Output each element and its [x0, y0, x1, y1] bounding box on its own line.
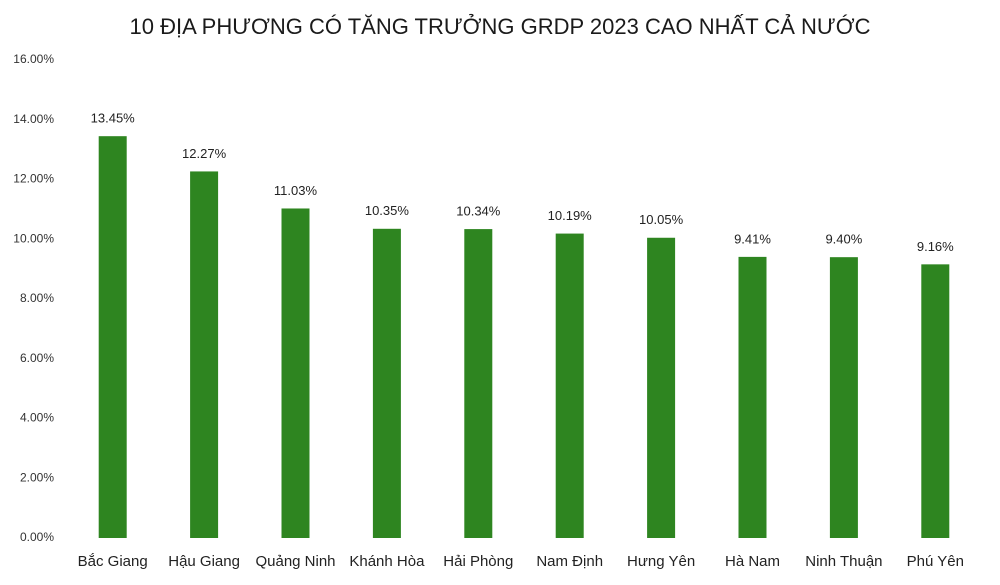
y-tick-label: 10.00%	[13, 231, 54, 245]
x-tick-label: Khánh Hòa	[349, 553, 425, 570]
data-label: 10.34%	[456, 204, 501, 219]
data-label: 9.40%	[825, 232, 862, 247]
bar	[829, 257, 858, 538]
x-tick-label: Quảng Ninh	[255, 553, 335, 570]
x-tick-label: Ninh Thuận	[805, 553, 882, 570]
y-tick-label: 6.00%	[20, 351, 54, 365]
data-label: 10.35%	[365, 203, 410, 218]
bar	[190, 171, 219, 538]
data-label: 12.27%	[182, 146, 227, 161]
data-label: 9.41%	[734, 231, 771, 246]
x-tick-label: Nam Định	[536, 553, 603, 570]
x-tick-label: Hưng Yên	[627, 553, 695, 570]
x-tick-label: Phú Yên	[907, 553, 964, 570]
data-label: 13.45%	[91, 111, 136, 126]
y-tick-label: 16.00%	[13, 52, 54, 66]
data-label: 11.03%	[274, 183, 318, 198]
y-tick-label: 0.00%	[20, 530, 54, 544]
y-tick-label: 12.00%	[13, 172, 54, 186]
bar	[921, 264, 950, 538]
bar	[464, 229, 493, 538]
x-tick-label: Hải Phòng	[443, 553, 513, 570]
y-tick-label: 14.00%	[13, 112, 54, 126]
bar	[98, 136, 127, 538]
bar	[372, 228, 401, 538]
bar	[647, 237, 676, 538]
y-tick-label: 4.00%	[20, 411, 54, 425]
data-label: 9.16%	[917, 239, 954, 254]
x-tick-label: Bắc Giang	[78, 553, 148, 570]
bar	[281, 208, 310, 538]
data-label: 10.19%	[548, 208, 593, 223]
x-tick-label: Hà Nam	[725, 553, 780, 570]
x-tick-label: Hậu Giang	[168, 553, 240, 570]
data-label: 10.05%	[639, 212, 684, 227]
bar	[555, 233, 584, 539]
y-tick-label: 8.00%	[20, 291, 54, 305]
bar	[738, 256, 767, 538]
y-tick-label: 2.00%	[20, 470, 54, 484]
chart-title: 10 ĐỊA PHƯƠNG CÓ TĂNG TRƯỞNG GRDP 2023 C…	[130, 14, 871, 39]
